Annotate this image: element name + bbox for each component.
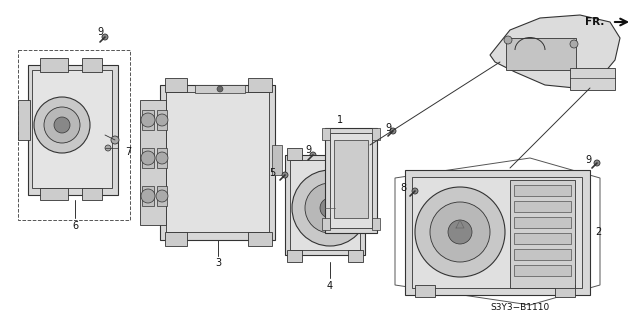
Text: 9: 9 — [305, 145, 311, 155]
Bar — [570, 68, 615, 90]
Circle shape — [415, 187, 505, 277]
Bar — [514, 217, 571, 228]
Bar — [322, 218, 330, 230]
Bar — [506, 38, 576, 70]
Text: 8: 8 — [400, 183, 406, 193]
Bar — [140, 100, 166, 225]
Bar — [142, 186, 154, 206]
Circle shape — [320, 198, 340, 218]
Circle shape — [504, 36, 512, 44]
Bar — [166, 92, 269, 232]
Circle shape — [305, 183, 355, 233]
Circle shape — [430, 202, 490, 262]
Text: FR.: FR. — [584, 17, 604, 27]
Circle shape — [412, 188, 418, 194]
Bar — [28, 65, 118, 195]
Bar — [285, 155, 365, 255]
Bar — [195, 85, 245, 93]
Circle shape — [310, 152, 316, 158]
Bar — [157, 148, 167, 168]
Text: 7: 7 — [125, 147, 131, 157]
Bar — [348, 148, 363, 160]
Bar — [372, 128, 380, 140]
Circle shape — [390, 128, 396, 134]
Text: 3: 3 — [215, 258, 221, 268]
Circle shape — [105, 145, 111, 151]
Circle shape — [292, 170, 368, 246]
Bar — [160, 85, 275, 240]
Bar — [82, 188, 102, 200]
Bar — [142, 148, 154, 168]
Circle shape — [141, 113, 155, 127]
Bar — [40, 58, 68, 72]
Circle shape — [111, 136, 119, 144]
Bar — [287, 148, 302, 160]
Circle shape — [156, 114, 168, 126]
Bar — [372, 218, 380, 230]
Circle shape — [156, 152, 168, 164]
Text: 4: 4 — [327, 281, 333, 291]
Bar — [287, 250, 302, 262]
Bar — [248, 232, 272, 246]
Bar — [157, 110, 167, 130]
Circle shape — [217, 86, 223, 92]
Bar — [412, 177, 582, 288]
Circle shape — [570, 40, 578, 48]
Bar — [142, 110, 154, 130]
Bar — [157, 186, 167, 206]
Bar — [555, 285, 575, 297]
Bar — [415, 285, 435, 297]
Circle shape — [54, 117, 70, 133]
Circle shape — [44, 107, 80, 143]
Text: 9: 9 — [385, 123, 391, 133]
Bar — [322, 128, 330, 140]
Bar — [348, 250, 363, 262]
Bar — [290, 160, 360, 250]
Circle shape — [141, 189, 155, 203]
Circle shape — [282, 172, 288, 178]
Bar — [334, 140, 368, 218]
Bar — [40, 188, 68, 200]
Bar — [272, 145, 282, 175]
Text: 9: 9 — [97, 27, 103, 37]
Bar — [405, 170, 590, 295]
Bar — [514, 265, 571, 276]
Bar — [248, 78, 272, 92]
Bar — [514, 201, 571, 212]
Bar — [514, 233, 571, 244]
Text: 9: 9 — [585, 155, 591, 165]
Circle shape — [141, 151, 155, 165]
Bar — [510, 180, 575, 288]
Circle shape — [102, 34, 108, 40]
Text: 6: 6 — [72, 221, 78, 231]
Bar — [165, 78, 187, 92]
Circle shape — [156, 190, 168, 202]
Bar — [330, 133, 372, 228]
Circle shape — [448, 220, 472, 244]
Polygon shape — [490, 15, 620, 88]
Bar — [514, 185, 571, 196]
Text: 2: 2 — [595, 227, 601, 237]
Text: 1: 1 — [337, 115, 343, 125]
Bar — [325, 128, 377, 233]
Circle shape — [34, 97, 90, 153]
Bar — [514, 249, 571, 260]
Text: 5: 5 — [269, 168, 275, 178]
Bar — [18, 100, 30, 140]
Bar — [82, 58, 102, 72]
Circle shape — [594, 160, 600, 166]
Bar — [32, 70, 112, 188]
Bar — [165, 232, 187, 246]
Text: S3Y3−B1110: S3Y3−B1110 — [490, 303, 550, 313]
